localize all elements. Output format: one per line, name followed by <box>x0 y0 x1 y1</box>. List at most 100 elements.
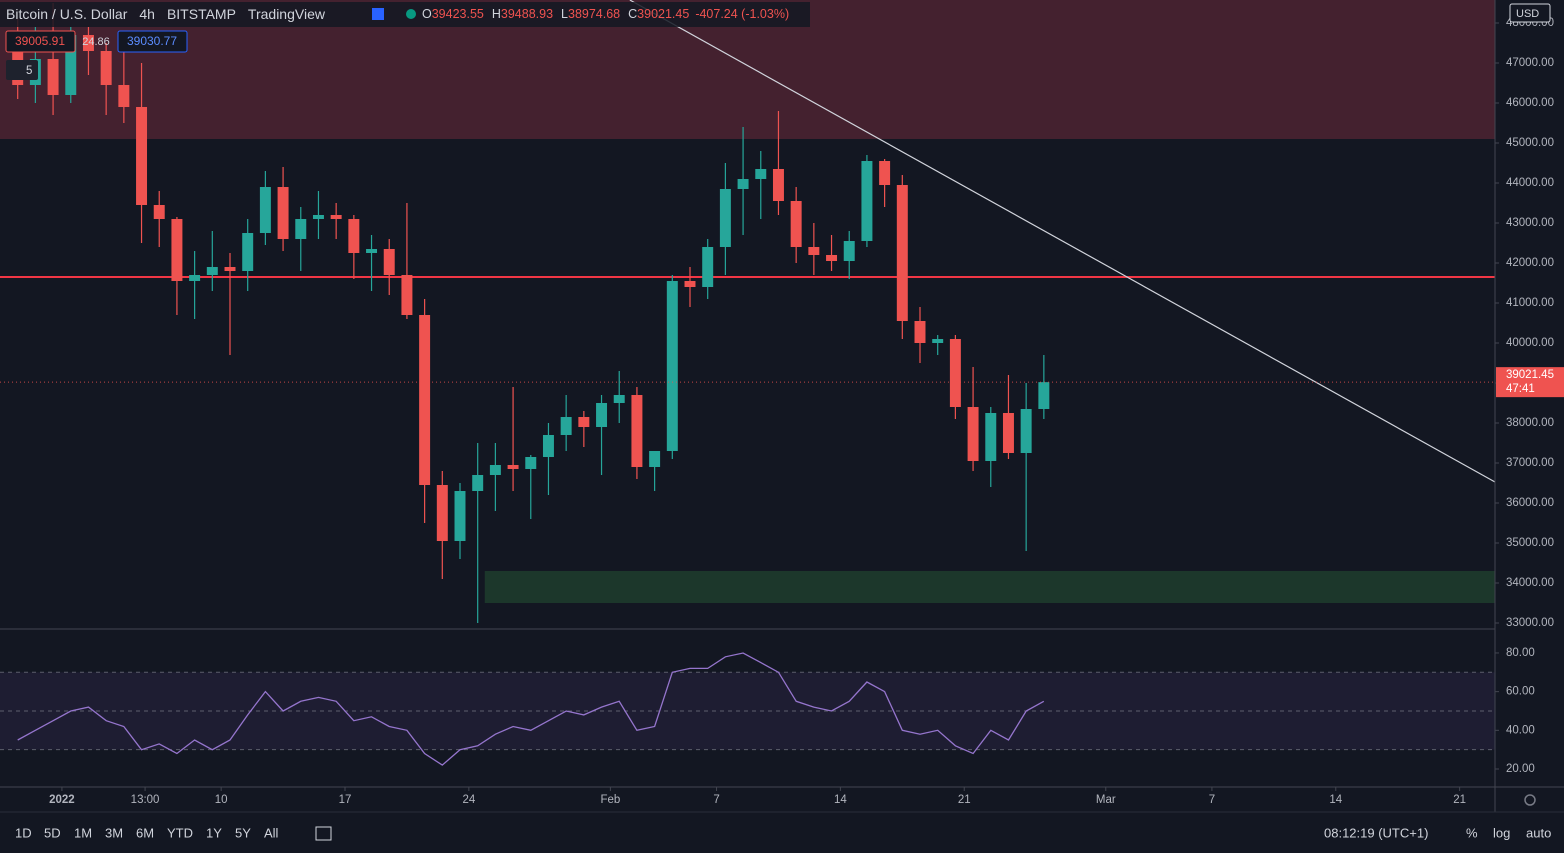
candle-body <box>578 417 590 427</box>
x-tick-label: Feb <box>600 794 620 806</box>
y-tick-label: 36000.00 <box>1506 497 1554 509</box>
x-tick-label: 10 <box>215 794 228 806</box>
candle-body <box>401 275 413 315</box>
candle-body <box>454 491 466 541</box>
candle-body <box>666 281 678 451</box>
x-tick-label: 14 <box>1329 794 1342 806</box>
spread: 24.86 <box>82 36 110 48</box>
rsi-tick-label: 60.00 <box>1506 686 1535 698</box>
change: -407.24 (-1.03%) <box>695 7 789 21</box>
currency: USD <box>1516 8 1539 20</box>
y-tick-label: 37000.00 <box>1506 457 1554 469</box>
rsi-tick-label: 40.00 <box>1506 724 1535 736</box>
y-tick-label: 42000.00 <box>1506 257 1554 269</box>
compare-icon[interactable] <box>315 826 332 841</box>
y-tick-label: 33000.00 <box>1506 617 1554 629</box>
candle-body <box>436 485 448 541</box>
candle-body <box>861 161 873 241</box>
candle-body <box>419 315 431 485</box>
header-exchange: BITSTAMP <box>167 6 236 22</box>
range-button[interactable]: 5D <box>44 825 61 840</box>
scale-option[interactable]: log <box>1493 825 1510 840</box>
candle-body <box>47 59 59 95</box>
x-tick-label: 13:00 <box>131 794 160 806</box>
candle-body <box>489 465 501 475</box>
last-price-tag <box>1496 367 1564 398</box>
y-tick-label: 45000.00 <box>1506 137 1554 149</box>
currency-box[interactable] <box>1509 3 1551 23</box>
y-tick-label: 44000.00 <box>1506 177 1554 189</box>
bid: 39005.91 <box>15 34 65 48</box>
range-button[interactable]: 1M <box>74 825 92 840</box>
ohlc-value: 39488.93 <box>501 7 553 21</box>
candle-body <box>737 179 749 189</box>
range-button[interactable]: 1Y <box>206 825 222 840</box>
y-tick-label: 41000.00 <box>1506 297 1554 309</box>
ask-box[interactable] <box>117 30 188 53</box>
ohlc-key: C <box>628 7 637 21</box>
countdown: 47:41 <box>1506 383 1535 395</box>
x-tick-label: 7 <box>1209 794 1215 806</box>
rsi-tick-label: 80.00 <box>1506 647 1535 659</box>
range-button[interactable]: All <box>264 825 279 840</box>
candle-body <box>348 219 360 253</box>
candle-body <box>330 215 342 219</box>
candle-body <box>1020 409 1032 453</box>
ohlc-value: 38974.68 <box>568 7 620 21</box>
candle-body <box>613 395 625 403</box>
candle-body <box>1002 413 1014 453</box>
candle-body <box>295 219 307 239</box>
settings-icon[interactable] <box>1524 794 1536 806</box>
indicators-count: 5 <box>26 65 32 77</box>
header-bg <box>0 2 810 27</box>
range-button[interactable]: 5Y <box>235 825 251 840</box>
candle-body <box>100 51 112 85</box>
rsi-line <box>17 652 1045 766</box>
ohlc-key: H <box>492 7 501 21</box>
y-tick-label: 46000.00 <box>1506 97 1554 109</box>
header-symbol: Bitcoin / U.S. Dollar <box>6 6 128 22</box>
x-tick-label: 21 <box>1453 794 1466 806</box>
last-price-label: 39021.45 <box>1506 369 1554 381</box>
scale-option[interactable]: % <box>1466 825 1478 840</box>
candle-body <box>1038 382 1050 409</box>
y-tick-label: 43000.00 <box>1506 217 1554 229</box>
rsi-pane <box>0 630 1495 787</box>
candle-body <box>171 219 183 281</box>
candle-body <box>224 267 236 271</box>
candle-body <box>242 233 254 271</box>
candle-body <box>719 189 731 247</box>
x-tick-label: 17 <box>339 794 352 806</box>
x-tick-label: 24 <box>462 794 475 806</box>
candle-body <box>312 215 324 219</box>
status-icon <box>406 9 416 19</box>
candle-body <box>136 107 148 205</box>
candle-body <box>967 407 979 461</box>
y-tick-label: 35000.00 <box>1506 537 1554 549</box>
candle-body <box>879 161 891 185</box>
indicators-box[interactable] <box>6 60 38 80</box>
range-button[interactable]: 3M <box>105 825 123 840</box>
scale-option[interactable]: auto <box>1526 825 1551 840</box>
candle-body <box>772 169 784 201</box>
range-button[interactable]: 1D <box>15 825 32 840</box>
candle-body <box>472 475 484 491</box>
candle-body <box>118 85 130 107</box>
x-tick-label: 14 <box>834 794 847 806</box>
x-tick-label: Mar <box>1096 794 1116 806</box>
bid-box[interactable] <box>5 30 76 53</box>
candle-body <box>82 35 94 51</box>
candle-body <box>596 403 608 427</box>
candle-body <box>702 247 714 287</box>
candle-body <box>383 249 395 275</box>
y-tick-label: 40000.00 <box>1506 337 1554 349</box>
candle-body <box>277 187 289 239</box>
trendline <box>629 0 1496 483</box>
range-button[interactable]: YTD <box>167 825 193 840</box>
range-button[interactable]: 6M <box>136 825 154 840</box>
y-tick-label: 47000.00 <box>1506 57 1554 69</box>
rsi-tick-label: 20.00 <box>1506 763 1535 775</box>
